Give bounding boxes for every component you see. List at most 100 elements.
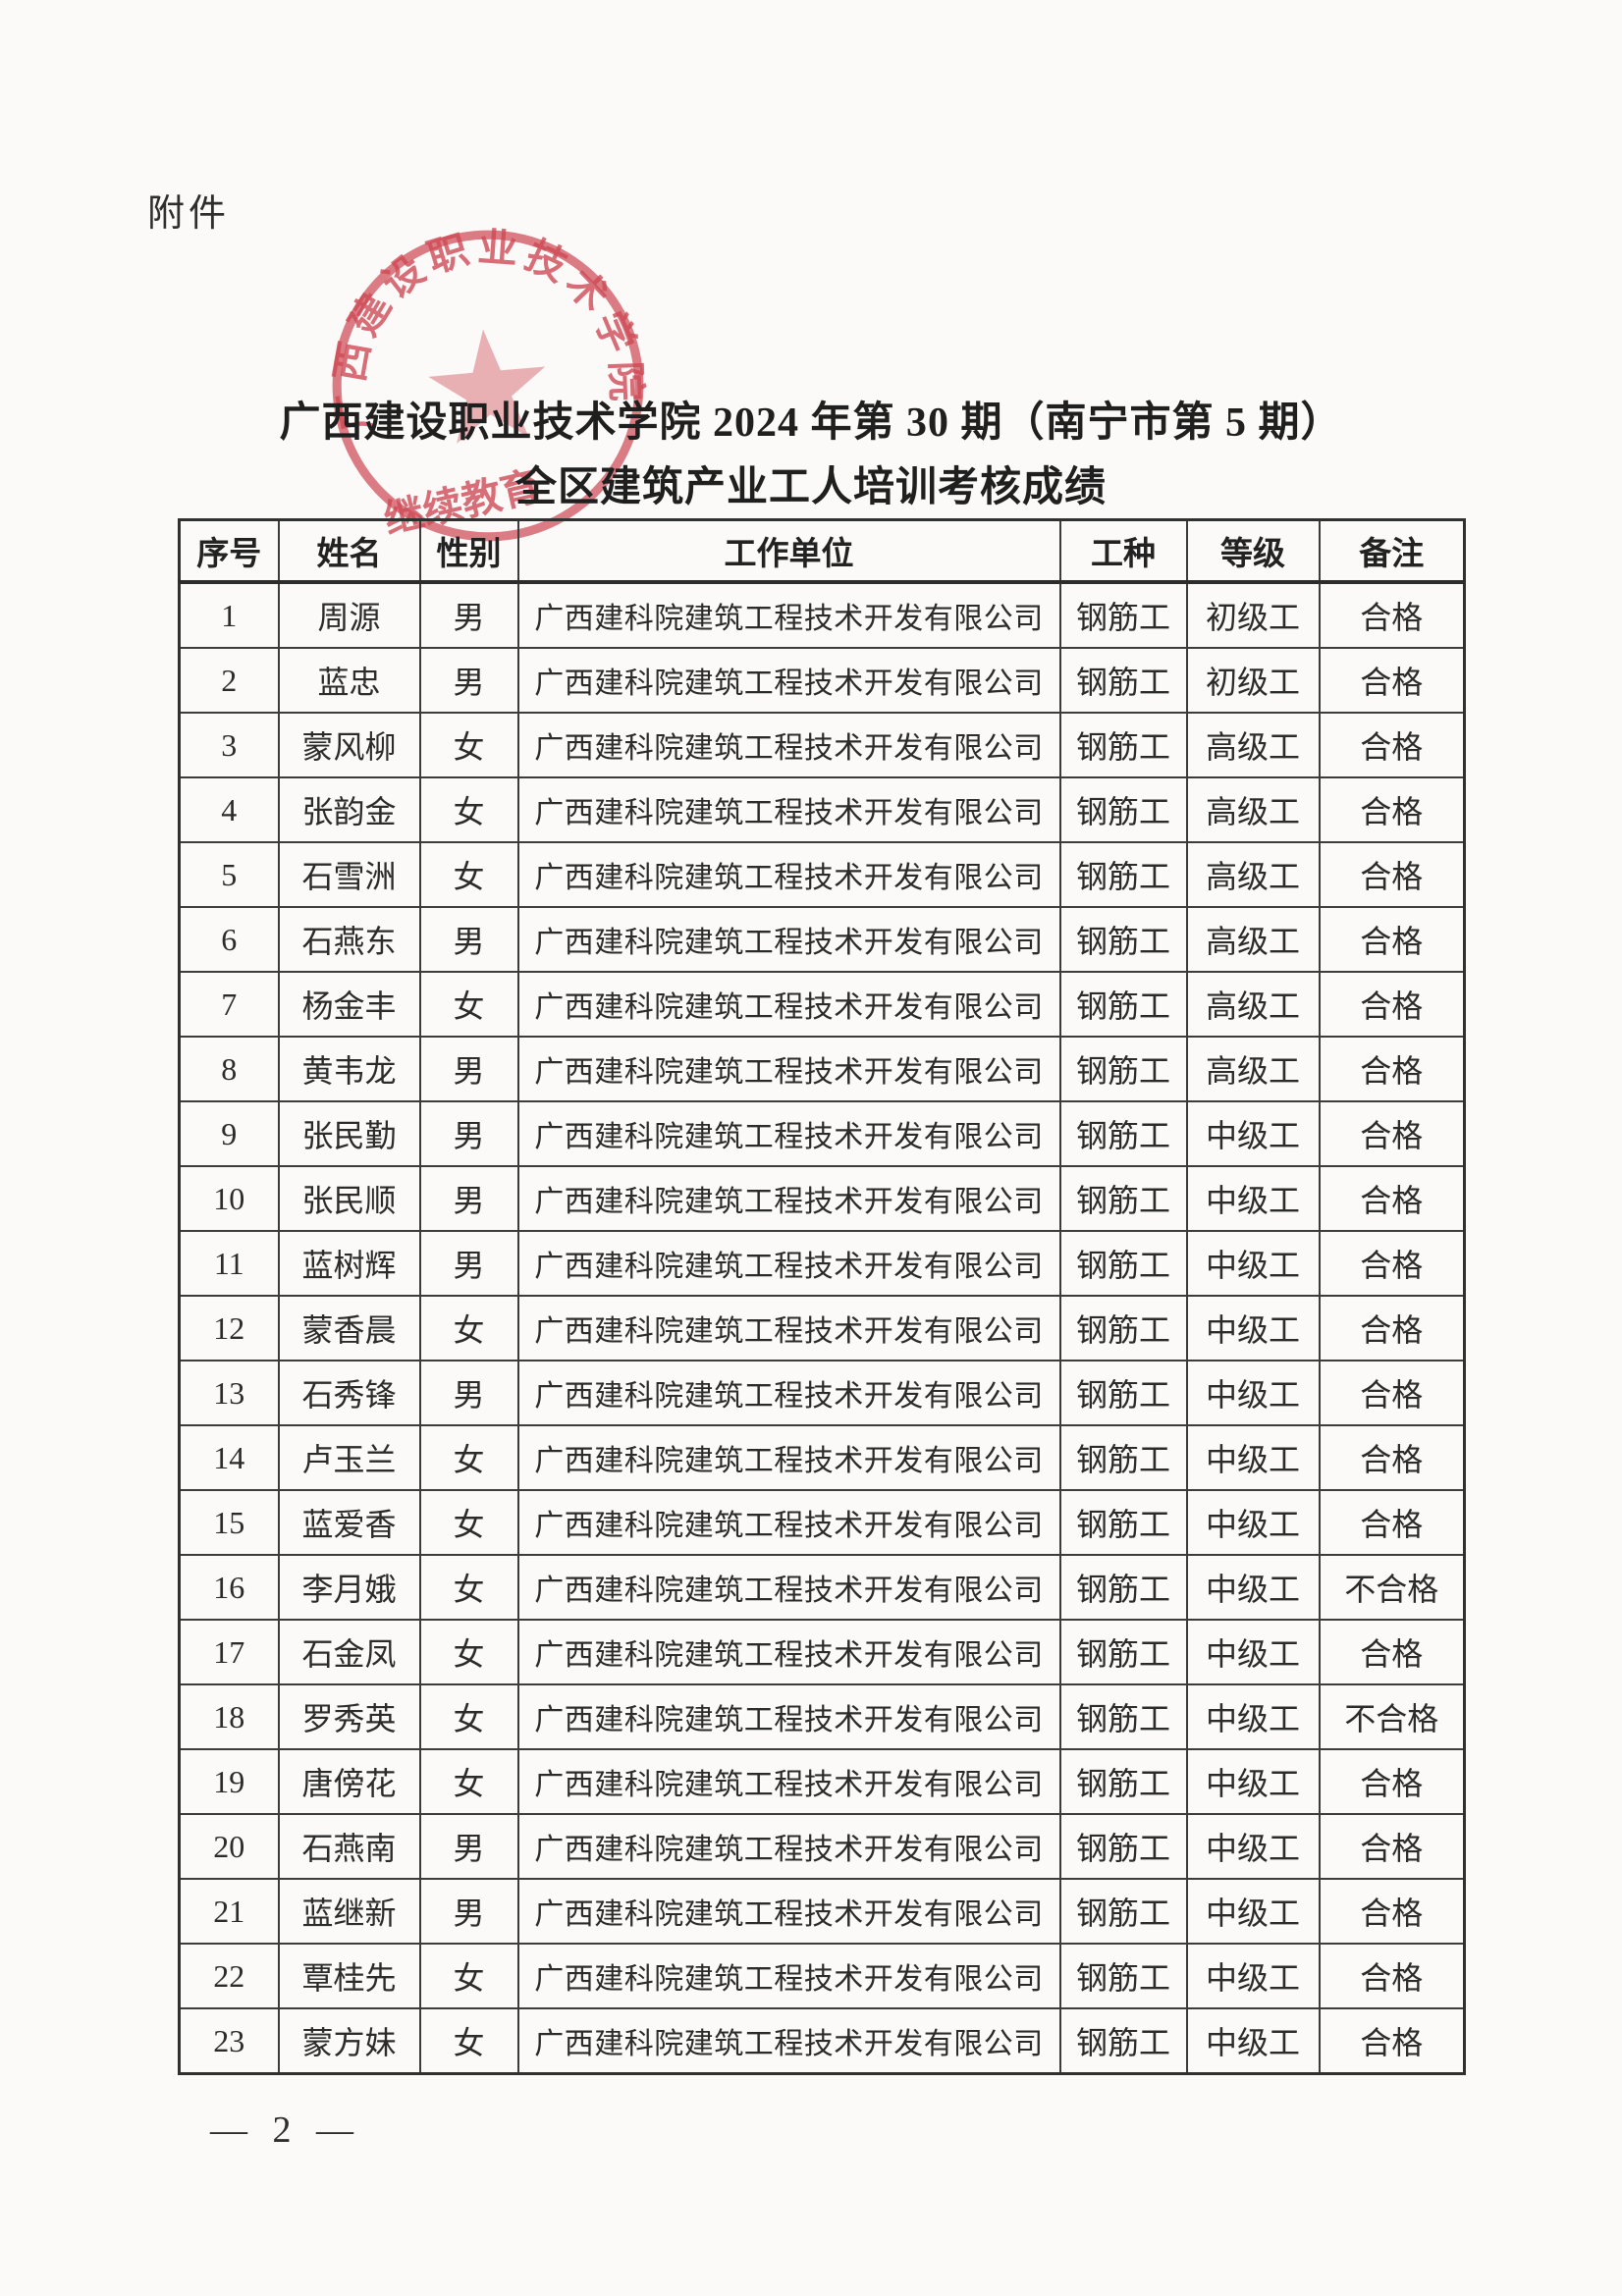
document-title-line1: 广西建设职业技术学院 2024 年第 30 期（南宁市第 5 期） xyxy=(279,400,1343,446)
table-row: 14 卢玉兰女广西建科院建筑工程技术开发有限公司 钢筋工 中级工 合格 xyxy=(178,1424,1466,1491)
column-header: 姓名 xyxy=(277,518,421,584)
table-cell: 合格 xyxy=(1318,1748,1466,1815)
table-cell: 中级工 xyxy=(1185,1554,1321,1621)
table-cell: 钢筋工 xyxy=(1058,647,1188,714)
table-cell: 蒙方妹 xyxy=(277,2007,421,2075)
table-row: 20 石燕南男广西建科院建筑工程技术开发有限公司 钢筋工 中级工 合格 xyxy=(178,1813,1466,1880)
table-cell: 中级工 xyxy=(1185,1878,1321,1945)
table-cell: 广西建科院建筑工程技术开发有限公司 xyxy=(516,1748,1061,1815)
table-cell: 合格 xyxy=(1318,1165,1466,1232)
table-cell: 钢筋工 xyxy=(1058,1619,1188,1685)
table-cell: 钢筋工 xyxy=(1058,971,1188,1038)
table-cell: 17 xyxy=(178,1619,280,1685)
column-header: 序号 xyxy=(178,518,280,584)
table-cell: 男 xyxy=(418,1165,519,1232)
table-cell: 16 xyxy=(178,1554,280,1621)
table-cell: 广西建科院建筑工程技术开发有限公司 xyxy=(516,1943,1061,2009)
table-cell: 广西建科院建筑工程技术开发有限公司 xyxy=(516,841,1061,908)
table-cell: 中级工 xyxy=(1185,1683,1321,1750)
table-cell: 钢筋工 xyxy=(1058,1683,1188,1750)
table-cell: 李月娥 xyxy=(277,1554,421,1621)
table-cell: 10 xyxy=(178,1165,280,1232)
table-cell: 卢玉兰 xyxy=(277,1424,421,1491)
table-cell: 男 xyxy=(418,581,519,649)
table-cell: 广西建科院建筑工程技术开发有限公司 xyxy=(516,1554,1061,1621)
column-header: 备注 xyxy=(1318,518,1466,584)
table-cell: 女 xyxy=(418,1424,519,1491)
table-cell: 杨金丰 xyxy=(277,971,421,1038)
table-cell: 男 xyxy=(418,1230,519,1297)
table-cell: 合格 xyxy=(1318,1813,1466,1880)
table-cell: 钢筋工 xyxy=(1058,841,1188,908)
table-cell: 男 xyxy=(418,1100,519,1167)
table-cell: 男 xyxy=(418,1878,519,1945)
table-cell: 广西建科院建筑工程技术开发有限公司 xyxy=(516,1619,1061,1685)
table-cell: 广西建科院建筑工程技术开发有限公司 xyxy=(516,971,1061,1038)
table-cell: 女 xyxy=(418,2007,519,2075)
table-cell: 女 xyxy=(418,841,519,908)
table-cell: 女 xyxy=(418,971,519,1038)
table-cell: 张民勤 xyxy=(277,1100,421,1167)
table-row: 13 石秀锋男广西建科院建筑工程技术开发有限公司 钢筋工 中级工 合格 xyxy=(178,1360,1466,1426)
table-cell: 钢筋工 xyxy=(1058,1943,1188,2009)
table-cell: 女 xyxy=(418,1489,519,1556)
table-cell: 唐傍花 xyxy=(277,1748,421,1815)
table-cell: 14 xyxy=(178,1424,280,1491)
table-cell: 高级工 xyxy=(1185,776,1321,843)
table-cell: 合格 xyxy=(1318,1295,1466,1362)
table-cell: 20 xyxy=(178,1813,280,1880)
table-cell: 广西建科院建筑工程技术开发有限公司 xyxy=(516,712,1061,778)
table-cell: 中级工 xyxy=(1185,1748,1321,1815)
table-cell: 高级工 xyxy=(1185,906,1321,973)
table-cell: 合格 xyxy=(1318,1036,1466,1102)
table-cell: 广西建科院建筑工程技术开发有限公司 xyxy=(516,1813,1061,1880)
table-cell: 石雪洲 xyxy=(277,841,421,908)
table-cell: 广西建科院建筑工程技术开发有限公司 xyxy=(516,1230,1061,1297)
table-cell: 中级工 xyxy=(1185,1943,1321,2009)
table-row: 3 蒙风柳女广西建科院建筑工程技术开发有限公司 钢筋工 高级工 合格 xyxy=(178,712,1466,778)
table-cell: 13 xyxy=(178,1360,280,1426)
table-cell: 石金凤 xyxy=(277,1619,421,1685)
table-cell: 广西建科院建筑工程技术开发有限公司 xyxy=(516,1360,1061,1426)
table-cell: 中级工 xyxy=(1185,2007,1321,2075)
table-cell: 女 xyxy=(418,1619,519,1685)
table-row: 17 石金凤女广西建科院建筑工程技术开发有限公司 钢筋工 中级工 合格 xyxy=(178,1619,1466,1685)
column-header: 性别 xyxy=(418,518,519,584)
table-row: 12 蒙香晨女广西建科院建筑工程技术开发有限公司 钢筋工 中级工 合格 xyxy=(178,1295,1466,1362)
table-cell: 中级工 xyxy=(1185,1165,1321,1232)
table-cell: 合格 xyxy=(1318,1230,1466,1297)
table-row: 7 杨金丰女广西建科院建筑工程技术开发有限公司 钢筋工 高级工 合格 xyxy=(178,971,1466,1038)
table-cell: 罗秀英 xyxy=(277,1683,421,1750)
table-cell: 中级工 xyxy=(1185,1360,1321,1426)
table-cell: 男 xyxy=(418,1360,519,1426)
table-cell: 钢筋工 xyxy=(1058,1165,1188,1232)
table-cell: 22 xyxy=(178,1943,280,2009)
table-cell: 广西建科院建筑工程技术开发有限公司 xyxy=(516,1489,1061,1556)
table-row: 16 李月娥女广西建科院建筑工程技术开发有限公司 钢筋工 中级工 不合格 xyxy=(178,1554,1466,1621)
table-cell: 广西建科院建筑工程技术开发有限公司 xyxy=(516,776,1061,843)
table-cell: 中级工 xyxy=(1185,1295,1321,1362)
table-cell: 蓝树辉 xyxy=(277,1230,421,1297)
table-cell: 女 xyxy=(418,776,519,843)
table-cell: 钢筋工 xyxy=(1058,776,1188,843)
table-cell: 女 xyxy=(418,712,519,778)
table-cell: 钢筋工 xyxy=(1058,1554,1188,1621)
table-row: 4 张韵金女广西建科院建筑工程技术开发有限公司 钢筋工 高级工 合格 xyxy=(178,776,1466,843)
column-header: 工种 xyxy=(1058,518,1188,584)
table-cell: 12 xyxy=(178,1295,280,1362)
table-cell: 蓝继新 xyxy=(277,1878,421,1945)
table-cell: 石秀锋 xyxy=(277,1360,421,1426)
table-row: 8 黄韦龙男广西建科院建筑工程技术开发有限公司 钢筋工 高级工 合格 xyxy=(178,1036,1466,1102)
table-row: 2 蓝忠男广西建科院建筑工程技术开发有限公司 钢筋工 初级工 合格 xyxy=(178,647,1466,714)
table-cell: 不合格 xyxy=(1318,1683,1466,1750)
table-cell: 合格 xyxy=(1318,841,1466,908)
table-cell: 8 xyxy=(178,1036,280,1102)
table-cell: 女 xyxy=(418,1295,519,1362)
table-cell: 23 xyxy=(178,2007,280,2075)
table-cell: 男 xyxy=(418,647,519,714)
table-cell: 11 xyxy=(178,1230,280,1297)
table-row: 18 罗秀英女广西建科院建筑工程技术开发有限公司 钢筋工 中级工 不合格 xyxy=(178,1683,1466,1750)
table-cell: 广西建科院建筑工程技术开发有限公司 xyxy=(516,1036,1061,1102)
table-cell: 合格 xyxy=(1318,712,1466,778)
